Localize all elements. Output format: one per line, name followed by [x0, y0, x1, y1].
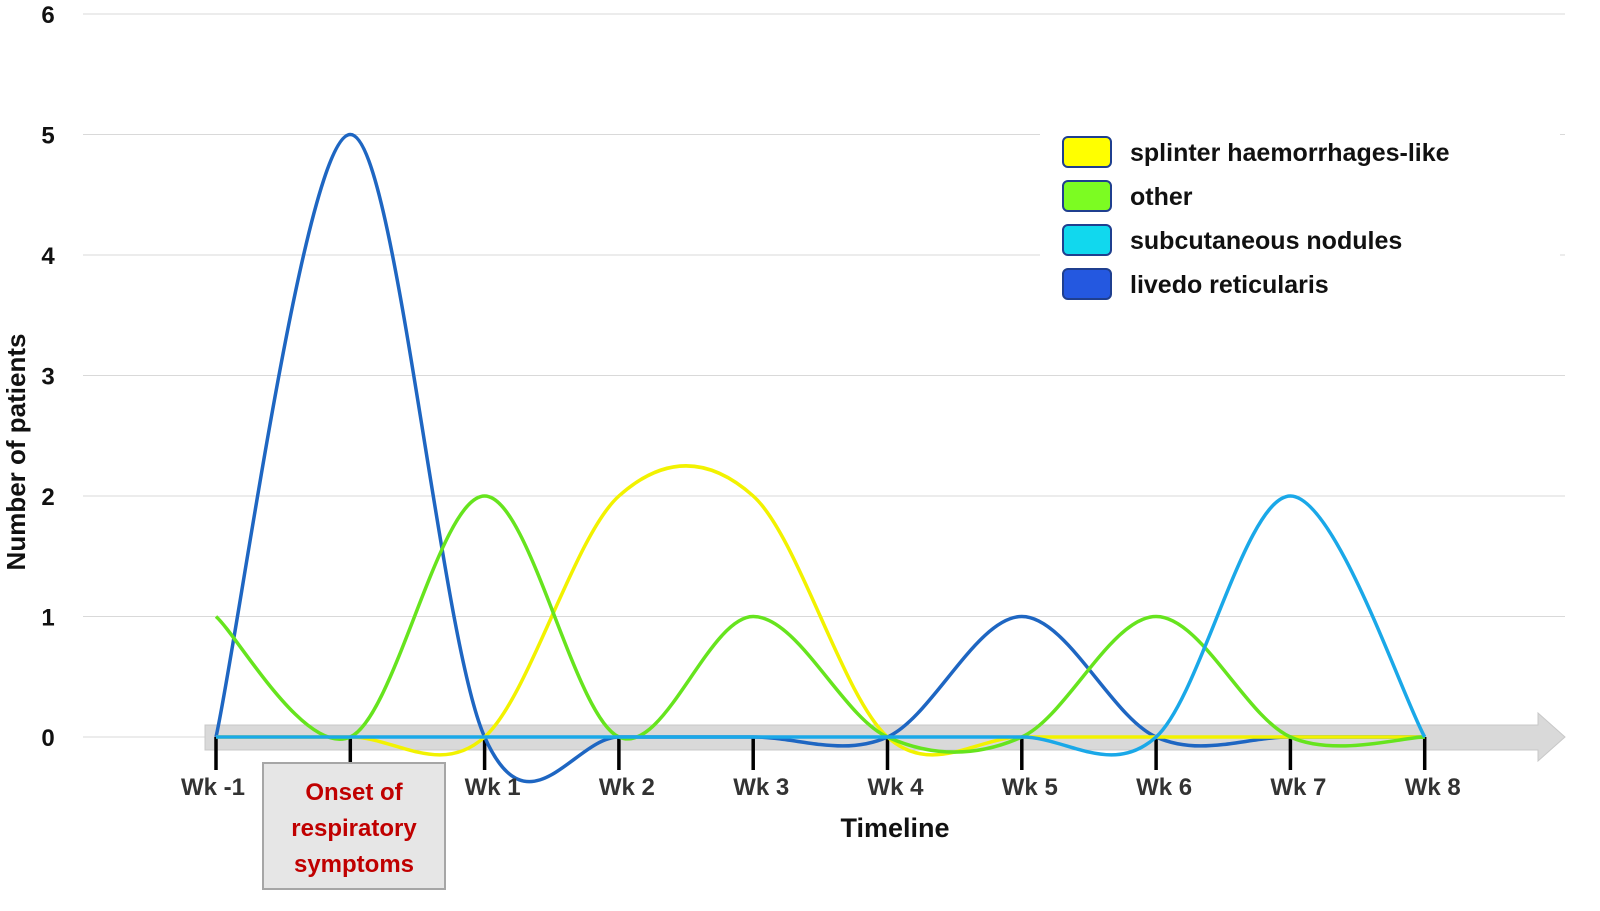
onset-box [262, 762, 446, 890]
x-tick-label: Wk 6 [1136, 774, 1192, 801]
y-tick-label: 3 [41, 364, 54, 391]
x-ticks [214, 737, 1427, 770]
legend-background [1040, 120, 1560, 310]
legend-swatch [1062, 180, 1112, 212]
x-tick-label: Wk 5 [1002, 774, 1058, 801]
x-tick-label: Wk 8 [1405, 774, 1461, 801]
y-tick-labels: 0 1 2 3 4 5 6 [41, 2, 55, 752]
x-tick-labels: Wk -1 Wk 1 Wk 2 Wk 3 Wk 4 Wk 5 Wk 6 Wk 7 Wk 8 [181, 774, 1461, 801]
x-tick-label: Wk 7 [1270, 774, 1326, 801]
x-axis-label: Timeline [840, 813, 949, 843]
legend-swatch [1062, 268, 1112, 300]
y-axis-label: Number of patients [1, 334, 31, 571]
legend-swatch [1062, 224, 1112, 256]
onset-annotation: Onset of respiratory symptoms [262, 762, 446, 890]
y-tick-label: 0 [41, 725, 54, 752]
x-tick-label: Wk 1 [465, 774, 521, 801]
series-line-subcutaneous-nodules [216, 494, 1427, 757]
y-tick-label: 6 [41, 2, 54, 29]
legend-label: livedo reticularis [1130, 271, 1329, 299]
legend-swatch [1062, 136, 1112, 168]
series-line-splinter-haemorrhages-like [216, 464, 1425, 757]
y-tick-label: 4 [41, 243, 55, 270]
onset-line-2: respiratory [291, 815, 417, 842]
legend-label: subcutaneous nodules [1130, 227, 1402, 255]
onset-line-3: symptoms [294, 851, 414, 878]
legend-label: splinter haemorrhages-like [1130, 139, 1450, 167]
x-tick-label: Wk 3 [733, 774, 789, 801]
onset-line-1: Onset of [305, 779, 403, 806]
x-tick-label: Wk -1 [181, 774, 245, 801]
legend-label: other [1130, 183, 1193, 211]
series-lines [214, 132, 1427, 784]
gridlines [83, 13, 1565, 738]
x-tick-label: Wk 4 [867, 774, 924, 801]
x-tick-label: Wk 2 [599, 774, 655, 801]
y-tick-label: 1 [41, 605, 54, 632]
series-line-other [214, 494, 1425, 754]
y-tick-label: 2 [41, 484, 54, 511]
legend: splinter haemorrhages-like other subcutane… [1040, 120, 1560, 310]
y-tick-label: 5 [41, 123, 54, 150]
